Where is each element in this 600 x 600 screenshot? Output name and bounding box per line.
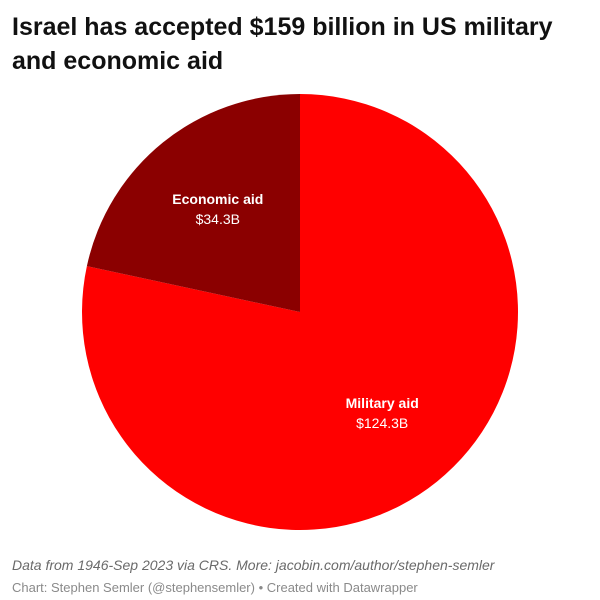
slice-label-military-aid: Military aid	[346, 395, 419, 411]
pie-labels: Military aid $124.3B Economic aid $34.3B	[172, 191, 418, 431]
pie-slices	[82, 94, 519, 530]
chart-notes: Data from 1946-Sep 2023 via CRS. More: j…	[12, 557, 495, 573]
chart-credit: Chart: Stephen Semler (@stephensemler) •…	[12, 580, 418, 595]
pie-slice-military-aid	[82, 94, 519, 530]
chart-title: Israel has accepted $159 billion in US m…	[12, 13, 553, 75]
slice-value-economic-aid: $34.3B	[196, 211, 240, 227]
pie-slice-economic-aid	[86, 94, 300, 312]
slice-label-economic-aid: Economic aid	[172, 191, 263, 207]
slice-value-military-aid: $124.3B	[356, 415, 408, 431]
